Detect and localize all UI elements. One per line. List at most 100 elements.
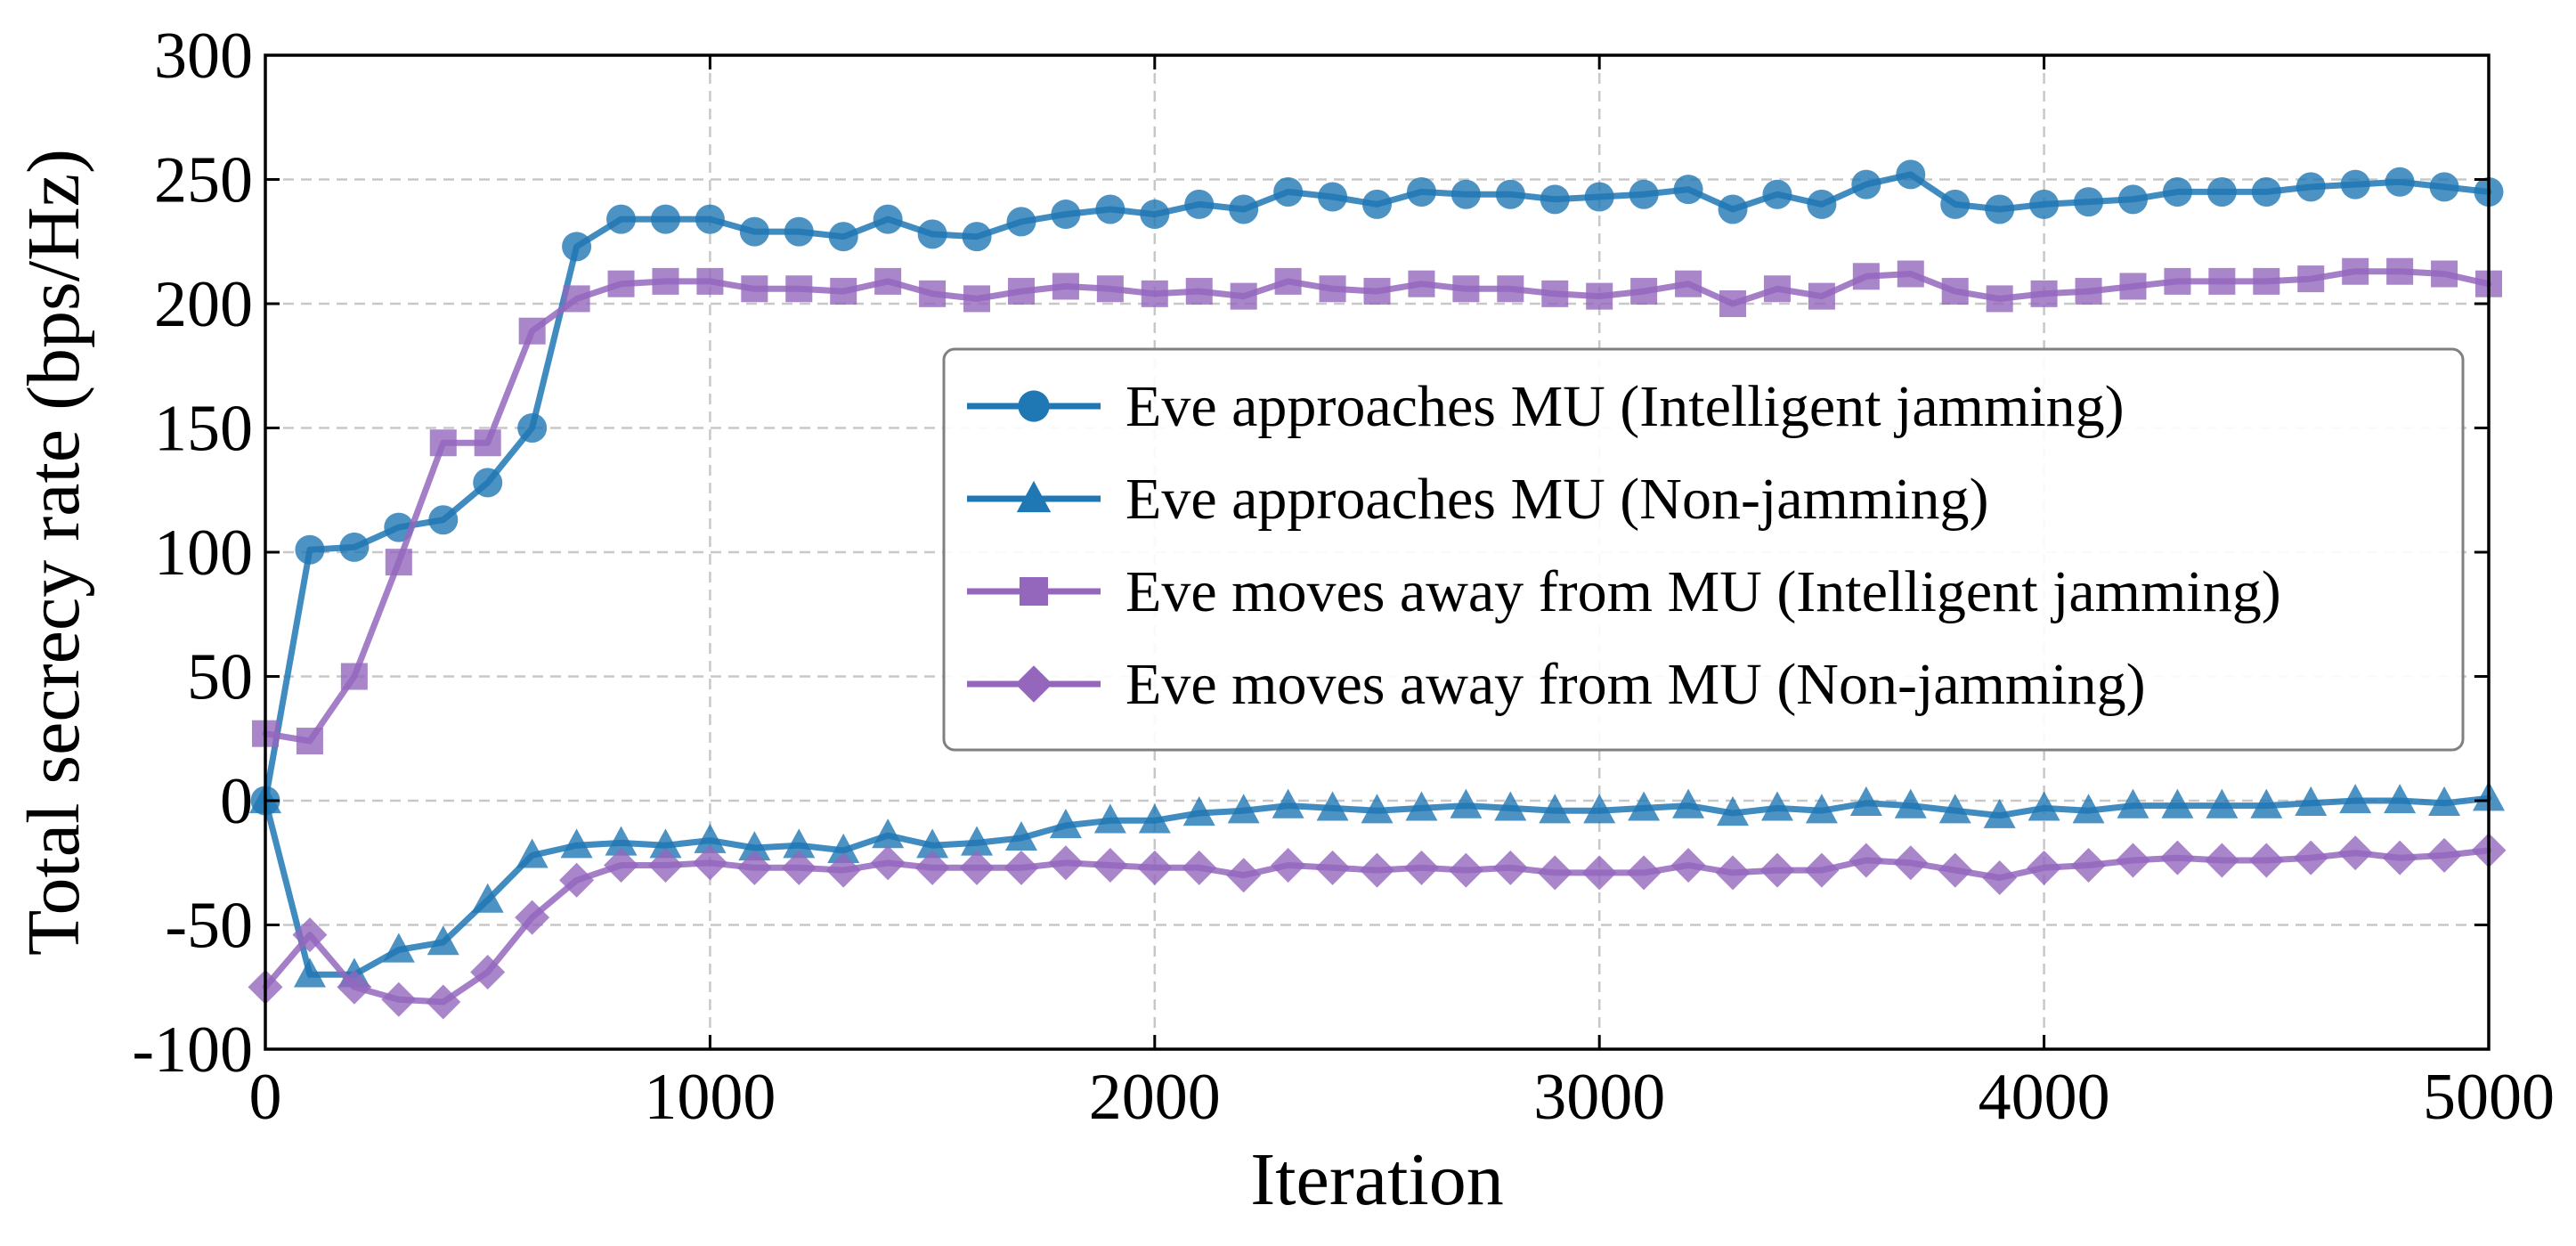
x-tick-label: 4000 [1979, 1061, 2110, 1134]
data-point [1715, 855, 1751, 891]
data-point [1982, 859, 2018, 895]
data-point [1541, 280, 1569, 307]
data-point [825, 852, 861, 888]
legend-entry: Eve approaches MU (Intelligent jamming) [967, 374, 2125, 439]
data-point [605, 826, 638, 856]
data-point [2251, 176, 2281, 207]
data-point [1271, 848, 1306, 884]
data-point [1182, 796, 1215, 827]
data-point [1672, 788, 1705, 818]
y-tick-label: 250 [154, 144, 253, 217]
data-point [606, 204, 637, 234]
data-point [2382, 840, 2418, 875]
data-point [1093, 803, 1126, 834]
data-point [1319, 275, 1346, 303]
data-point [2296, 172, 2326, 202]
data-point [916, 828, 949, 859]
data-point [2297, 265, 2325, 293]
data-point [339, 532, 370, 562]
data-point [1272, 788, 1304, 818]
x-tick-label: 0 [249, 1061, 282, 1134]
data-point [2075, 278, 2102, 305]
data-point [2029, 189, 2060, 219]
data-point [2429, 172, 2459, 202]
data-point [381, 981, 417, 1017]
data-point [1318, 182, 1348, 212]
data-point [1451, 179, 1481, 209]
data-point [2248, 843, 2284, 878]
data-point [340, 663, 368, 690]
data-point [2295, 786, 2328, 816]
legend: Eve approaches MU (Intelligent jamming) E… [942, 347, 2465, 752]
data-point [2206, 788, 2239, 818]
data-point [1230, 282, 1257, 310]
data-point [1406, 176, 1436, 207]
data-point [1938, 794, 1971, 824]
data-point [517, 413, 548, 443]
data-point [1004, 850, 1039, 885]
data-point [2426, 837, 2462, 873]
data-point [2337, 835, 2373, 871]
data-point [293, 957, 326, 988]
legend-label: Eve approaches MU (Non-jamming) [1125, 467, 1989, 532]
data-point [2206, 176, 2237, 207]
y-tick-label: 150 [154, 393, 253, 466]
data-point [873, 204, 903, 234]
data-point [870, 845, 906, 881]
data-point [1403, 850, 1439, 885]
data-point [784, 216, 814, 247]
data-point [2428, 786, 2461, 816]
data-point [1673, 175, 1703, 205]
data-point [518, 317, 546, 345]
data-point [1540, 184, 1570, 215]
data-point [874, 267, 902, 295]
data-point [559, 862, 595, 898]
data-point [830, 278, 857, 305]
data-point [649, 828, 682, 859]
data-point [647, 848, 683, 884]
data-point [1492, 850, 1528, 885]
legend-marker [1020, 577, 1048, 606]
data-point [1983, 798, 2016, 828]
data-point [2159, 840, 2195, 875]
data-point [1140, 200, 1170, 230]
data-point [1316, 791, 1349, 821]
series-diamond [248, 833, 2507, 1020]
data-point [1675, 270, 1702, 297]
legend-box [942, 347, 2465, 752]
data-point [1897, 260, 1924, 288]
data-point [427, 925, 459, 956]
data-point [607, 270, 635, 297]
data-point [962, 222, 992, 252]
data-point [1893, 845, 1929, 881]
data-point [692, 845, 727, 881]
data-point [2115, 843, 2150, 878]
data-point [2027, 850, 2062, 885]
data-point [292, 917, 328, 953]
data-point [919, 280, 947, 307]
data-point [426, 984, 461, 1020]
data-point [1941, 278, 1969, 305]
data-point [2164, 267, 2191, 295]
data-point [1452, 275, 1480, 303]
legend-entry: Eve moves away from MU (Intelligent jamm… [967, 559, 2281, 624]
data-point [385, 549, 412, 576]
data-point [1760, 791, 1793, 821]
data-point [1315, 850, 1351, 885]
data-point [1718, 194, 1748, 224]
legend-marker [1015, 665, 1052, 703]
data-point [560, 828, 593, 859]
data-point [1004, 820, 1037, 851]
data-point [961, 826, 994, 856]
data-point [1762, 179, 1792, 209]
data-point [1274, 267, 1302, 295]
data-point [1450, 788, 1483, 818]
data-point [739, 216, 769, 247]
data-point [1581, 855, 1617, 891]
data-point [959, 850, 995, 885]
y-tick-label: -50 [165, 890, 253, 963]
data-point [1896, 159, 1926, 190]
data-point [1495, 179, 1525, 209]
data-point [1095, 194, 1125, 224]
